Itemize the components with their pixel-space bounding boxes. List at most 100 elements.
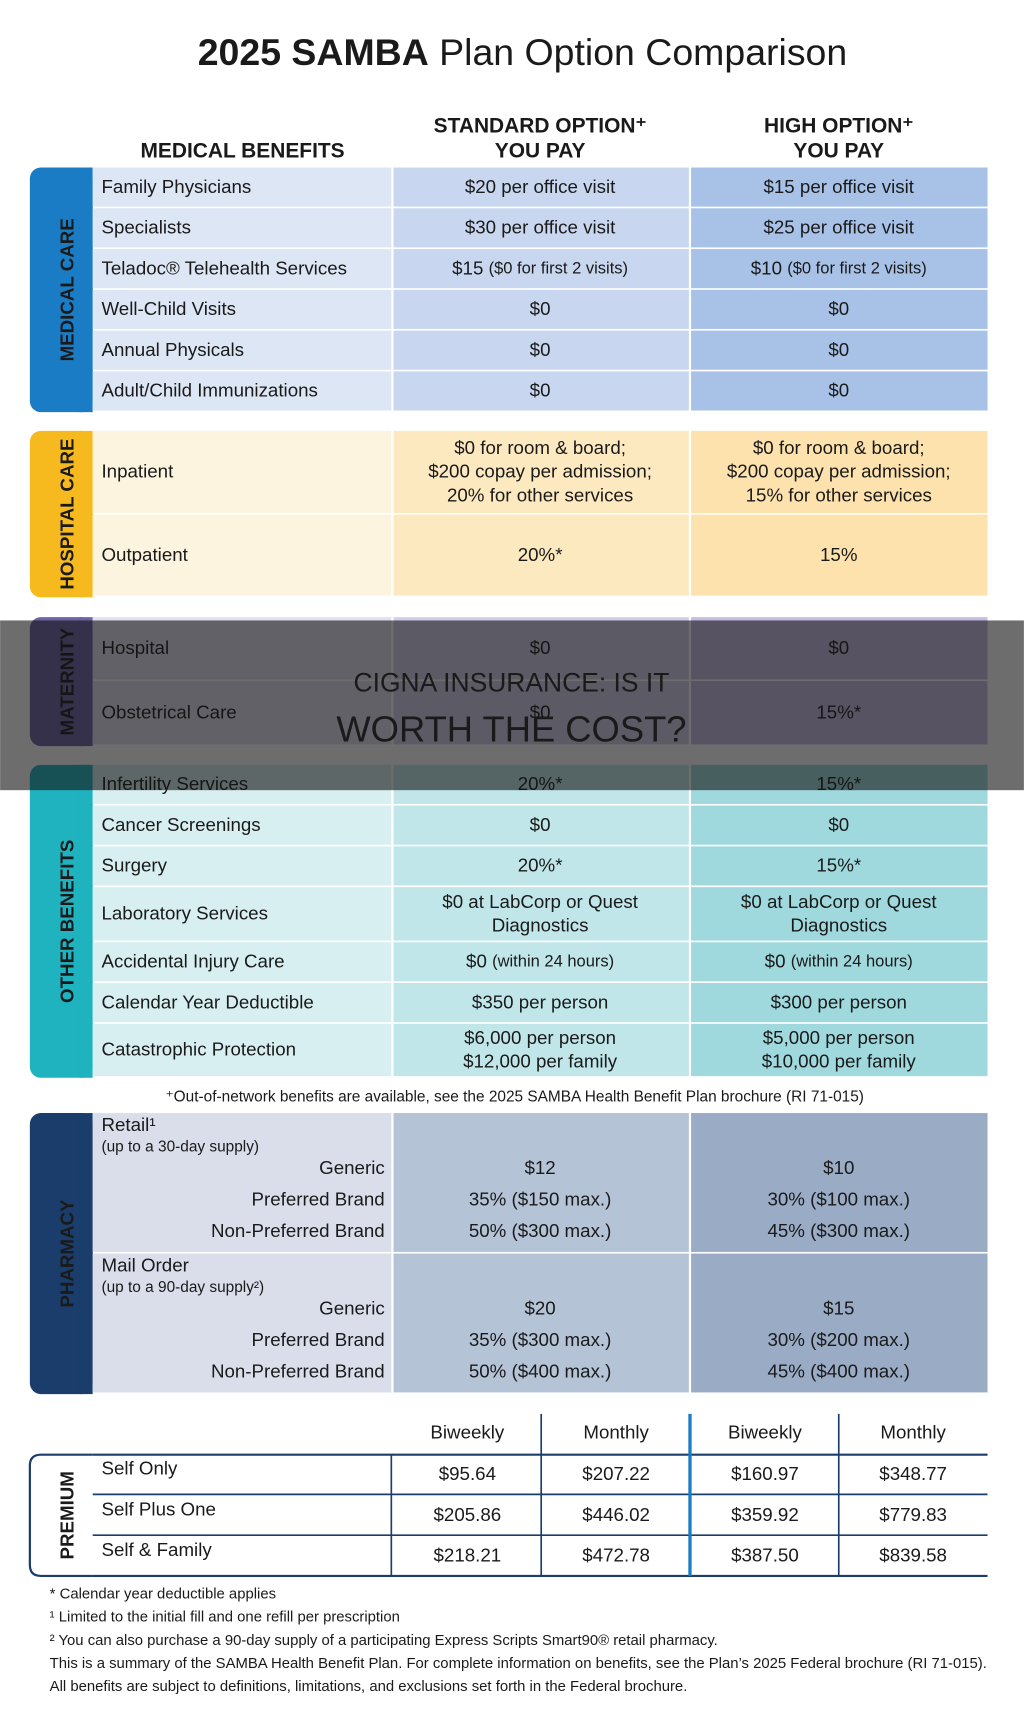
benefit-name: Calendar Year Deductible — [101, 991, 313, 1012]
benefit-name: Teladoc® Telehealth Services — [101, 257, 347, 278]
cell-text: $6,000 per person — [464, 1027, 616, 1048]
high-cell — [691, 1023, 988, 1077]
section-bar — [29, 1113, 93, 1395]
col-header: MEDICAL BENEFITS — [140, 140, 344, 163]
cell-main: $0 — [765, 951, 786, 972]
high-cell — [691, 208, 988, 248]
benefit-cell — [92, 430, 392, 513]
cell-text: 15% for other services — [746, 484, 932, 505]
benefit-name: Outpatient — [101, 544, 188, 565]
cell-text: $30 per office visit — [465, 217, 616, 238]
block-title: Retail¹ — [101, 1114, 155, 1135]
footnote: ¹ Limited to the initial fill and one re… — [50, 1610, 400, 1626]
banner-line1: CIGNA INSURANCE: IS IT — [354, 667, 670, 697]
cell-text: $25 per office visit — [763, 217, 914, 238]
benefit-cell — [92, 208, 392, 248]
section-bar — [79, 167, 93, 413]
premium-value: $839.58 — [879, 1545, 947, 1566]
cell-text: $200 copay per admission; — [727, 461, 951, 482]
standard-cell — [393, 330, 689, 370]
footnote: ² You can also purchase a 90-day supply … — [50, 1633, 718, 1649]
benefit-cell — [92, 887, 392, 941]
benefit-cell — [92, 983, 392, 1023]
title: 2025 SAMBA Plan Option Comparison — [198, 31, 848, 73]
standard-cell — [393, 514, 689, 596]
section-bar — [79, 764, 93, 1078]
cell-text: 45% ($300 max.) — [767, 1220, 910, 1241]
premium-value: $348.77 — [879, 1463, 947, 1484]
network-note: ⁺Out-of-network benefits are available, … — [166, 1089, 864, 1106]
footnote: All benefits are subject to definitions,… — [50, 1679, 688, 1695]
cell-text: 15% — [820, 544, 857, 565]
benefit-name: Specialists — [101, 217, 190, 238]
section-label: HOSPITAL CARE — [56, 439, 77, 590]
cell-text: $15 — [823, 1298, 854, 1319]
premium-tier: Self Plus One — [101, 1498, 215, 1519]
benefit-cell — [92, 330, 392, 370]
high-cell — [691, 1253, 988, 1393]
premium-col: Biweekly — [728, 1422, 803, 1443]
benefit-name: Well-Child Visits — [101, 298, 236, 319]
premium-value: $472.78 — [582, 1545, 650, 1566]
benefit-name: Catastrophic Protection — [101, 1039, 296, 1060]
standard-cell — [393, 942, 689, 982]
cell-note: ($0 for first 2 visits) — [489, 259, 629, 278]
cell-text: 45% ($400 max.) — [767, 1361, 910, 1382]
cell-text: $10,000 per family — [762, 1051, 917, 1072]
premium-value: $218.21 — [434, 1545, 502, 1566]
benefit-name: Cancer Screenings — [101, 814, 260, 835]
tier-name: Generic — [319, 1298, 385, 1319]
cell-text: $0 for room & board; — [454, 437, 626, 458]
standard-cell — [393, 805, 689, 845]
cell-text: Diagnostics — [492, 914, 589, 935]
cell-text: $20 per office visit — [465, 176, 616, 197]
cell-text: $0 — [828, 298, 849, 319]
standard-cell — [393, 846, 689, 886]
cell-text: 35% ($150 max.) — [469, 1189, 612, 1210]
footnote: * Calendar year deductible applies — [50, 1587, 276, 1603]
benefit-cell — [92, 371, 392, 411]
section-label: MEDICAL CARE — [56, 218, 77, 361]
cell-note: (within 24 hours) — [492, 952, 614, 971]
high-cell — [691, 887, 988, 941]
cell-text: $0 — [828, 380, 849, 401]
high-cell — [691, 430, 988, 513]
high-cell — [691, 249, 988, 289]
section-label: PREMIUM — [56, 1471, 77, 1559]
high-cell — [691, 805, 988, 845]
cell-text: $200 copay per admission; — [428, 461, 652, 482]
benefit-cell — [92, 249, 392, 289]
col-header: YOU PAY — [495, 140, 586, 163]
high-cell — [691, 846, 988, 886]
premium-value: $207.22 — [582, 1463, 650, 1484]
col-header: STANDARD OPTION⁺ — [434, 114, 647, 137]
cell-text: $0 — [828, 814, 849, 835]
banner-line2: WORTH THE COST? — [336, 708, 686, 749]
cell-text: $20 — [524, 1298, 555, 1319]
cell-main: $0 — [466, 951, 487, 972]
standard-cell — [393, 430, 689, 513]
high-cell — [691, 371, 988, 411]
high-cell — [691, 514, 988, 596]
premium-value: $779.83 — [879, 1504, 947, 1525]
high-cell — [691, 167, 988, 207]
standard-cell — [393, 249, 689, 289]
benefit-name: Surgery — [101, 855, 167, 876]
cell-text: $5,000 per person — [763, 1027, 915, 1048]
benefit-cell — [92, 514, 392, 596]
premium-value: $95.64 — [439, 1463, 496, 1484]
cell-text: 15%* — [816, 855, 861, 876]
high-cell — [691, 1113, 988, 1252]
benefit-name: Annual Physicals — [101, 339, 244, 360]
tier-name: Generic — [319, 1157, 385, 1178]
cell-text: 30% ($100 max.) — [767, 1189, 910, 1210]
block-note: (up to a 30-day supply) — [101, 1138, 259, 1155]
section-label: PHARMACY — [56, 1199, 77, 1308]
cell-text: $0 — [530, 380, 551, 401]
standard-cell — [393, 208, 689, 248]
standard-cell — [393, 167, 689, 207]
cell-text: 50% ($300 max.) — [469, 1220, 612, 1241]
benefit-cell — [92, 1113, 392, 1252]
benefit-name: Adult/Child Immunizations — [101, 380, 317, 401]
